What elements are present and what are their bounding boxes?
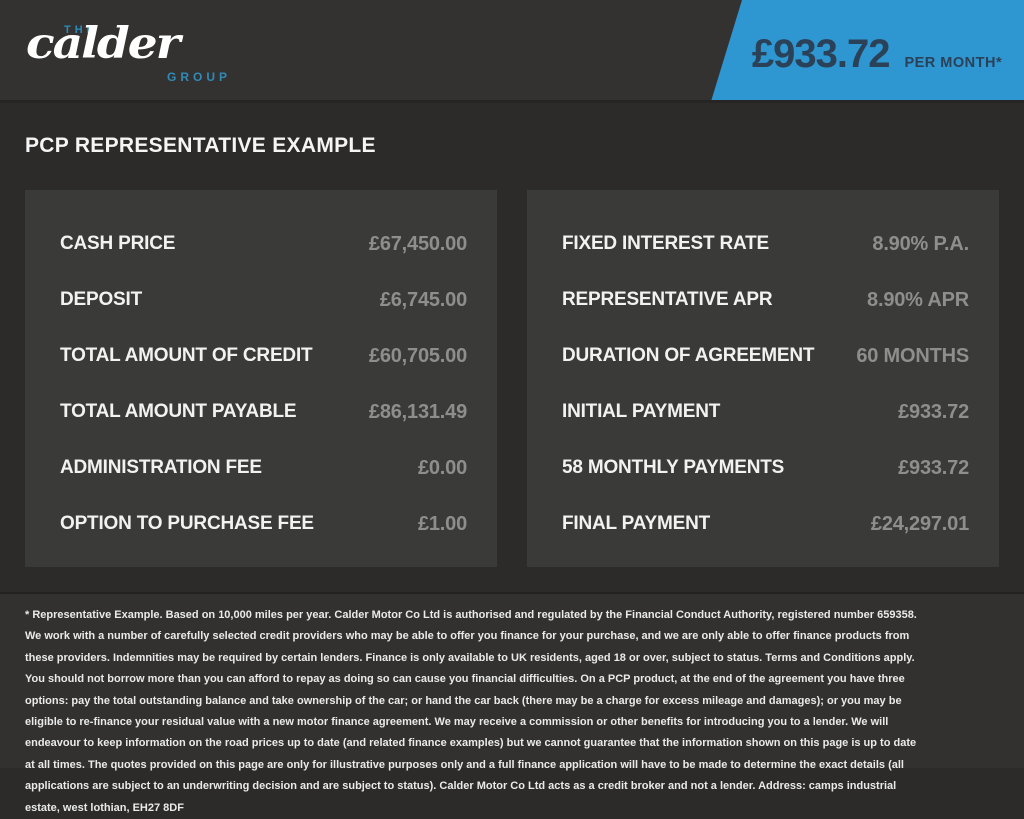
finance-row-value: £67,450.00	[368, 232, 467, 255]
finance-row: FINAL PAYMENT £24,297.01	[562, 496, 969, 552]
finance-row: INITIAL PAYMENT £933.72	[562, 384, 969, 440]
brand-logo-name: calder	[26, 18, 180, 69]
finance-panel-left: CASH PRICE £67,450.00 DEPOSIT £6,745.00 …	[25, 190, 497, 567]
brand-logo-group: GROUP	[166, 70, 231, 84]
finance-row: FIXED INTEREST RATE 8.90% P.A.	[562, 216, 969, 272]
finance-row-label: INITIAL PAYMENT	[562, 401, 721, 422]
finance-row-value: £0.00	[417, 456, 467, 479]
finance-row: OPTION TO PURCHASE FEE £1.00	[60, 496, 467, 552]
brand-logo: THE calder GROUP	[26, 14, 231, 86]
finance-row-label: CASH PRICE	[60, 233, 176, 254]
finance-panel-right: FIXED INTEREST RATE 8.90% P.A. REPRESENT…	[527, 190, 999, 567]
finance-row: TOTAL AMOUNT OF CREDIT £60,705.00	[60, 328, 467, 384]
finance-row: TOTAL AMOUNT PAYABLE £86,131.49	[60, 384, 467, 440]
disclaimer-text: * Representative Example. Based on 10,00…	[25, 609, 917, 814]
finance-panels: CASH PRICE £67,450.00 DEPOSIT £6,745.00 …	[25, 190, 999, 567]
brand-logo-the: THE	[64, 24, 98, 36]
finance-row: DEPOSIT £6,745.00	[60, 272, 467, 328]
finance-row: DURATION OF AGREEMENT 60 MONTHS	[562, 328, 969, 384]
page-title: PCP REPRESENTATIVE EXAMPLE	[25, 134, 376, 157]
monthly-price: £933.72 PER MONTH*	[730, 0, 1024, 100]
finance-row-value: 8.90% P.A.	[872, 232, 969, 255]
footer: * Representative Example. Based on 10,00…	[0, 592, 1024, 814]
finance-row-value: £933.72	[898, 456, 969, 479]
finance-row-value: £60,705.00	[368, 344, 467, 367]
finance-row: CASH PRICE £67,450.00	[60, 216, 467, 272]
finance-row-label: 58 MONTHLY PAYMENTS	[562, 457, 785, 478]
finance-row: REPRESENTATIVE APR 8.90% APR	[562, 272, 969, 328]
finance-row-value: £1.00	[417, 512, 467, 535]
finance-row-label: DURATION OF AGREEMENT	[562, 345, 815, 366]
finance-row-value: £6,745.00	[379, 288, 467, 311]
finance-row-value: £24,297.01	[870, 512, 969, 535]
finance-row-label: TOTAL AMOUNT OF CREDIT	[60, 345, 313, 366]
monthly-price-amount: £933.72	[751, 32, 891, 76]
finance-row: ADMINISTRATION FEE £0.00	[60, 440, 467, 496]
finance-row-value: £86,131.49	[368, 400, 467, 423]
finance-row-value: 8.90% APR	[867, 288, 969, 311]
finance-row-label: FINAL PAYMENT	[562, 513, 711, 534]
finance-row-label: FIXED INTEREST RATE	[562, 233, 769, 254]
finance-row-value: £933.72	[898, 400, 969, 423]
finance-row: 58 MONTHLY PAYMENTS £933.72	[562, 440, 969, 496]
finance-row-value: 60 MONTHS	[856, 344, 969, 367]
finance-row-label: OPTION TO PURCHASE FEE	[60, 513, 314, 534]
monthly-price-suffix: PER MONTH*	[904, 55, 1003, 71]
finance-row-label: TOTAL AMOUNT PAYABLE	[60, 401, 297, 422]
finance-row-label: ADMINISTRATION FEE	[60, 457, 262, 478]
finance-row-label: DEPOSIT	[60, 289, 143, 310]
finance-row-label: REPRESENTATIVE APR	[562, 289, 773, 310]
header: THE calder GROUP £933.72 PER MONTH*	[0, 0, 1024, 100]
finance-example-section: PCP REPRESENTATIVE EXAMPLE CASH PRICE £6…	[0, 100, 1024, 592]
